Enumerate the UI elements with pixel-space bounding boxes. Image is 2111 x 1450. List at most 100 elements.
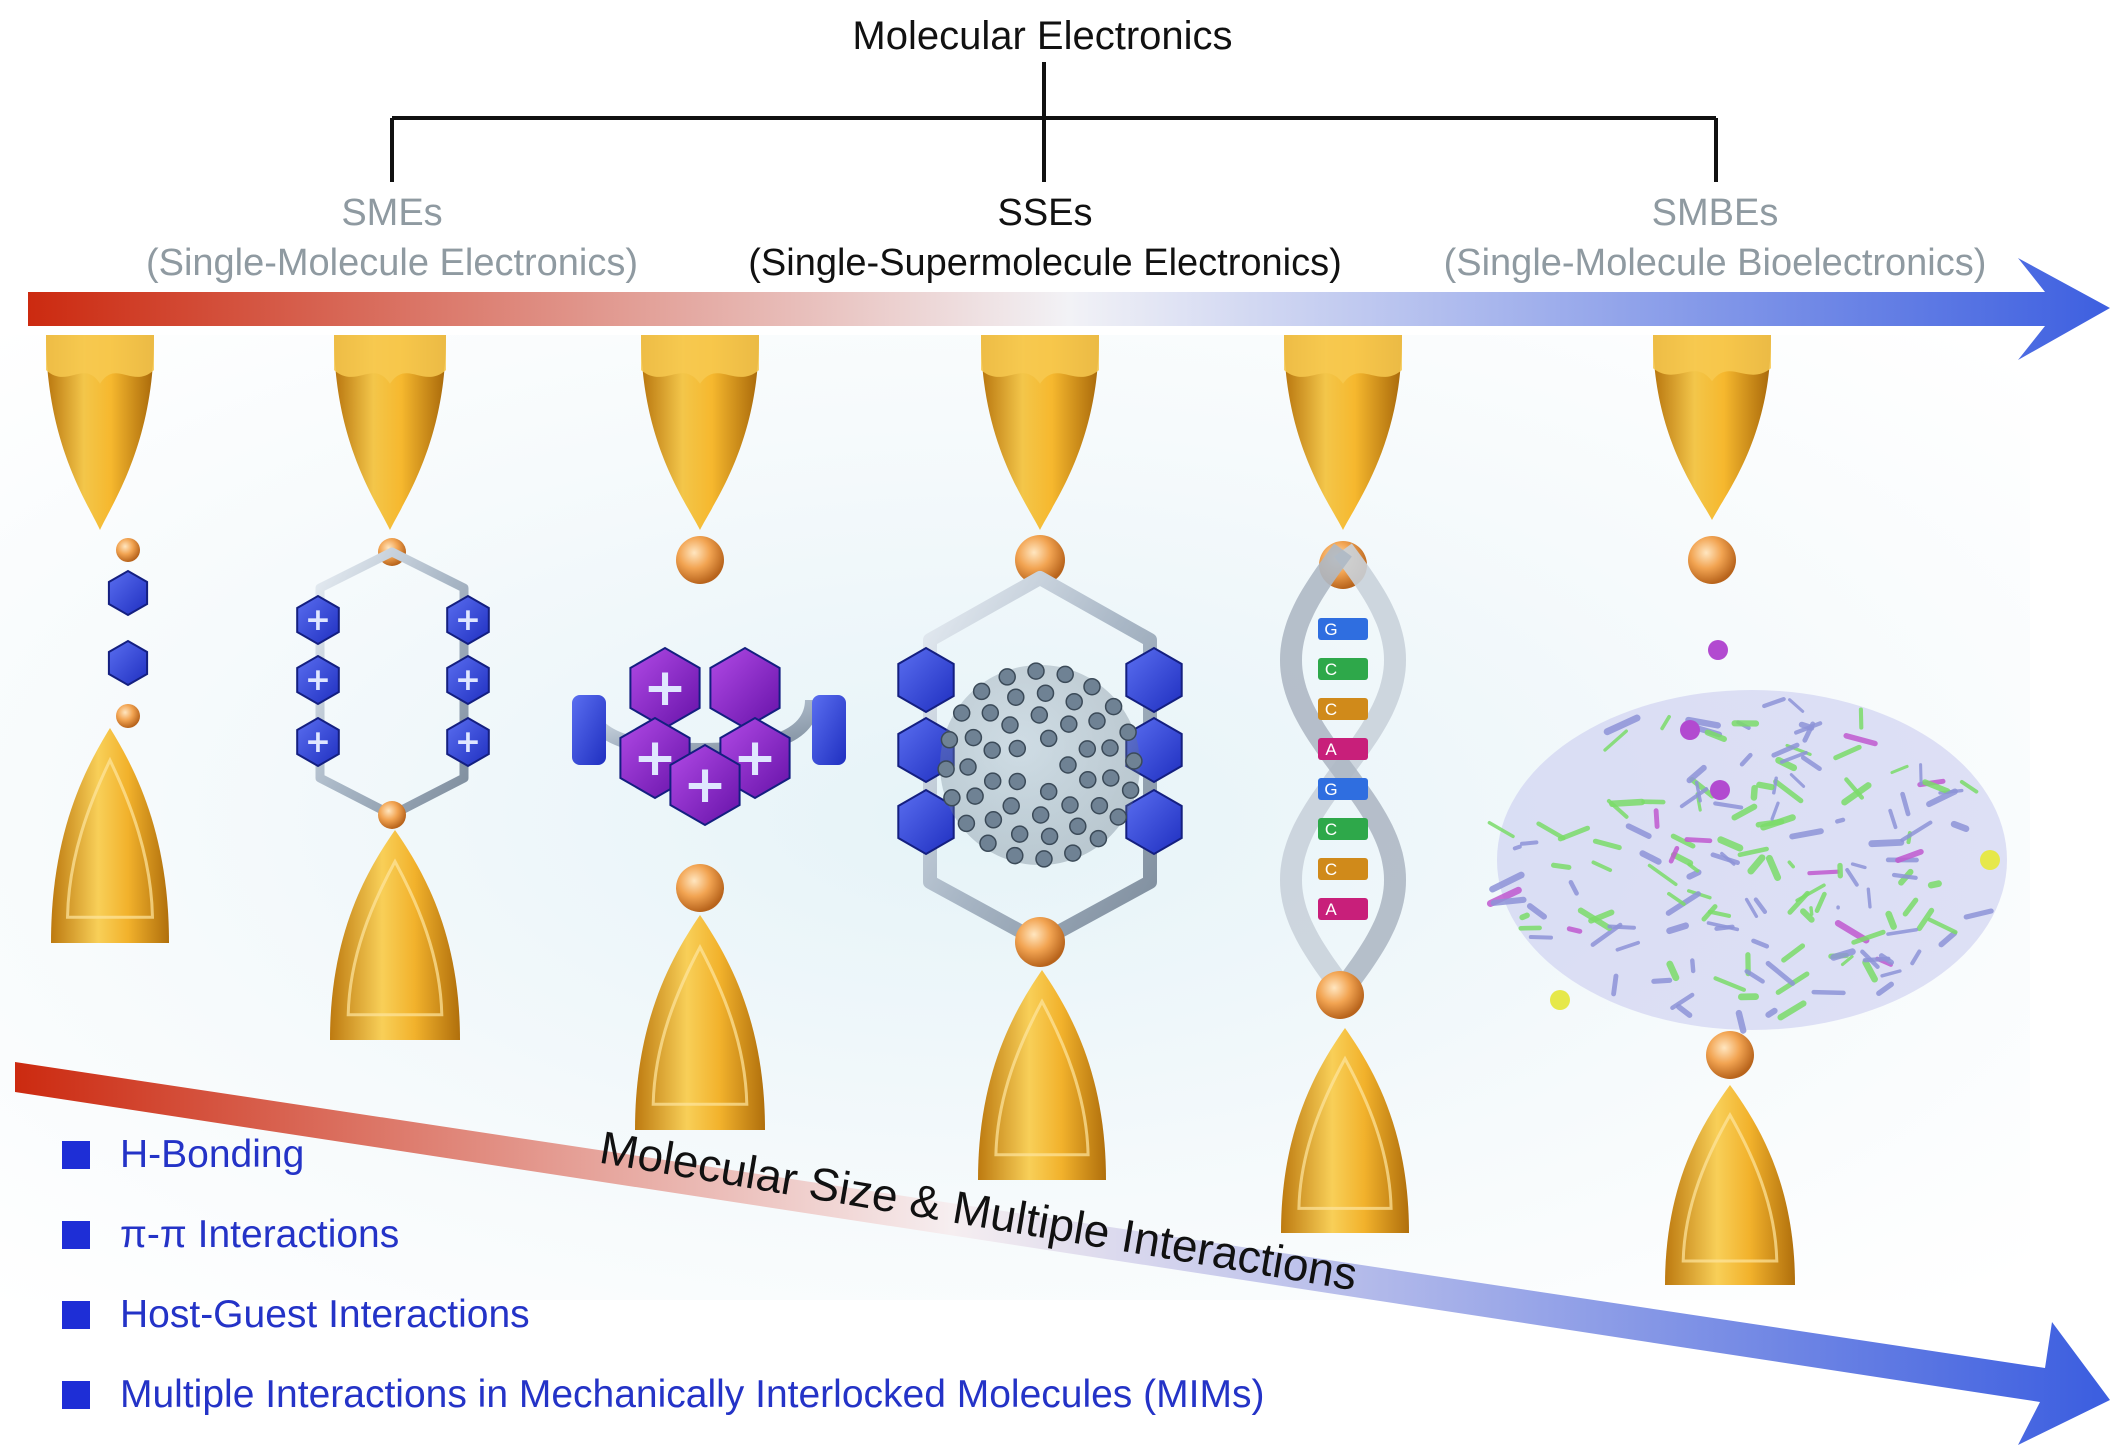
dna-base-pair <box>1318 898 1368 920</box>
plus-symbol: + <box>455 724 481 760</box>
protein-strand <box>1490 896 1527 906</box>
gold-atom <box>1688 536 1736 584</box>
protein-strand <box>1687 862 1700 873</box>
protein-strand <box>1670 851 1694 867</box>
carbon-atom <box>1119 723 1137 741</box>
junction-host-guest-c60 <box>897 335 1183 1180</box>
gold-atom <box>1706 1031 1754 1079</box>
legend-square-icon <box>62 1221 90 1249</box>
hierarchy-bracket <box>390 62 1718 182</box>
dna-base-pair <box>1318 858 1368 880</box>
protein-strand <box>1536 821 1566 841</box>
protein-strand <box>1512 844 1522 851</box>
protein-strand <box>1789 828 1824 840</box>
carbon-atom <box>1035 850 1053 868</box>
carbon-atom <box>1069 817 1087 836</box>
protein-strand <box>1489 871 1525 893</box>
gold-atom <box>378 801 406 829</box>
gold-atom <box>1015 535 1065 585</box>
protein-strand <box>1756 781 1775 791</box>
protein-strand <box>1667 891 1686 906</box>
protein-strand <box>1927 917 1958 935</box>
figure-title: Molecular Electronics <box>852 14 1233 58</box>
carbon-atom <box>1030 706 1049 724</box>
protein-strand <box>1735 1009 1747 1034</box>
carbon-atom <box>1040 827 1059 846</box>
protein-strand <box>1789 773 1806 788</box>
hexagon-unit <box>107 639 149 687</box>
carbon-atom <box>1001 716 1019 734</box>
electrode-top-tip <box>334 335 446 530</box>
hexagon-unit <box>296 716 340 768</box>
protein-strand <box>1795 883 1826 903</box>
carbon-atom <box>1079 771 1097 789</box>
carbon-atom <box>1102 769 1120 787</box>
hexagon-unit <box>897 646 955 714</box>
protein-strand <box>1902 897 1919 917</box>
plus-symbol: + <box>643 658 687 718</box>
protein-strand <box>1679 787 1709 809</box>
carbon-atom <box>984 811 1003 829</box>
gold-atom <box>676 536 724 584</box>
protein-strand <box>1773 779 1804 804</box>
protein-strand <box>1811 989 1846 996</box>
electrode-bottom-tip <box>1281 1028 1409 1233</box>
protein-strand <box>1625 823 1652 839</box>
protein-strand <box>1603 714 1641 736</box>
protein-strand <box>1566 926 1583 934</box>
protein-strand <box>1704 729 1727 742</box>
carbon-atom <box>943 789 961 807</box>
junction-single-molecule <box>46 335 169 943</box>
carbon-atom <box>1060 715 1078 733</box>
electrode-bottom-tip <box>1665 1085 1795 1285</box>
carbon-atom <box>1010 825 1029 843</box>
carbon-atom <box>1061 796 1079 814</box>
protein-strand <box>1713 976 1746 992</box>
gold-atom <box>1015 917 1065 967</box>
protein-strand <box>1647 863 1678 887</box>
protein-strand <box>1615 940 1641 952</box>
protein-strand <box>1787 860 1795 869</box>
carbon-atom <box>1083 677 1101 696</box>
carbon-atom <box>964 728 983 747</box>
carbon-atom <box>998 668 1016 686</box>
carbon-atom <box>1064 844 1082 862</box>
protein-strand <box>1781 943 1806 963</box>
protein-strand <box>1651 977 1673 984</box>
carbon-atom <box>1109 808 1128 826</box>
carbon-atom <box>1065 692 1083 711</box>
protein-strand <box>1686 764 1707 784</box>
electrode-top-tip <box>1653 335 1771 520</box>
junction-ring-host: + + + + + + <box>296 335 490 1040</box>
protein-strand <box>1922 779 1951 795</box>
electrode-top-tip <box>641 335 759 530</box>
dna-base-pair <box>1318 818 1368 840</box>
protein-strand <box>1744 897 1759 918</box>
protein-strand <box>1833 744 1862 761</box>
protein-strand <box>1675 1004 1693 1018</box>
protein-strand <box>1528 934 1554 940</box>
plus-symbol: + <box>455 602 481 638</box>
protein-strand <box>1694 780 1702 803</box>
protein-strand <box>1706 921 1740 932</box>
protein-strand <box>1770 801 1780 821</box>
carbon-atom <box>957 814 976 833</box>
protein-strand <box>1609 798 1646 808</box>
protein-strand <box>1639 850 1662 865</box>
legend-item-mims: Multiple Interactions in Mechanically In… <box>62 1370 1264 1420</box>
hexagon-unit <box>296 594 340 646</box>
stopper-right <box>812 695 846 765</box>
protein-strand <box>1686 869 1702 880</box>
gold-atom <box>1316 971 1364 1019</box>
protein-strand <box>1910 949 1922 966</box>
gold-atom <box>116 538 140 562</box>
protein-strand <box>1755 818 1785 828</box>
fullerene-cage <box>937 662 1143 868</box>
protein-strand <box>1744 969 1765 984</box>
junction-interlocked: ++ ++ <box>572 335 846 1130</box>
legend-item-h-bonding: H-Bonding <box>62 1130 304 1180</box>
protein-body <box>1497 690 2007 1030</box>
dna-base-letter: G <box>1324 620 1337 639</box>
